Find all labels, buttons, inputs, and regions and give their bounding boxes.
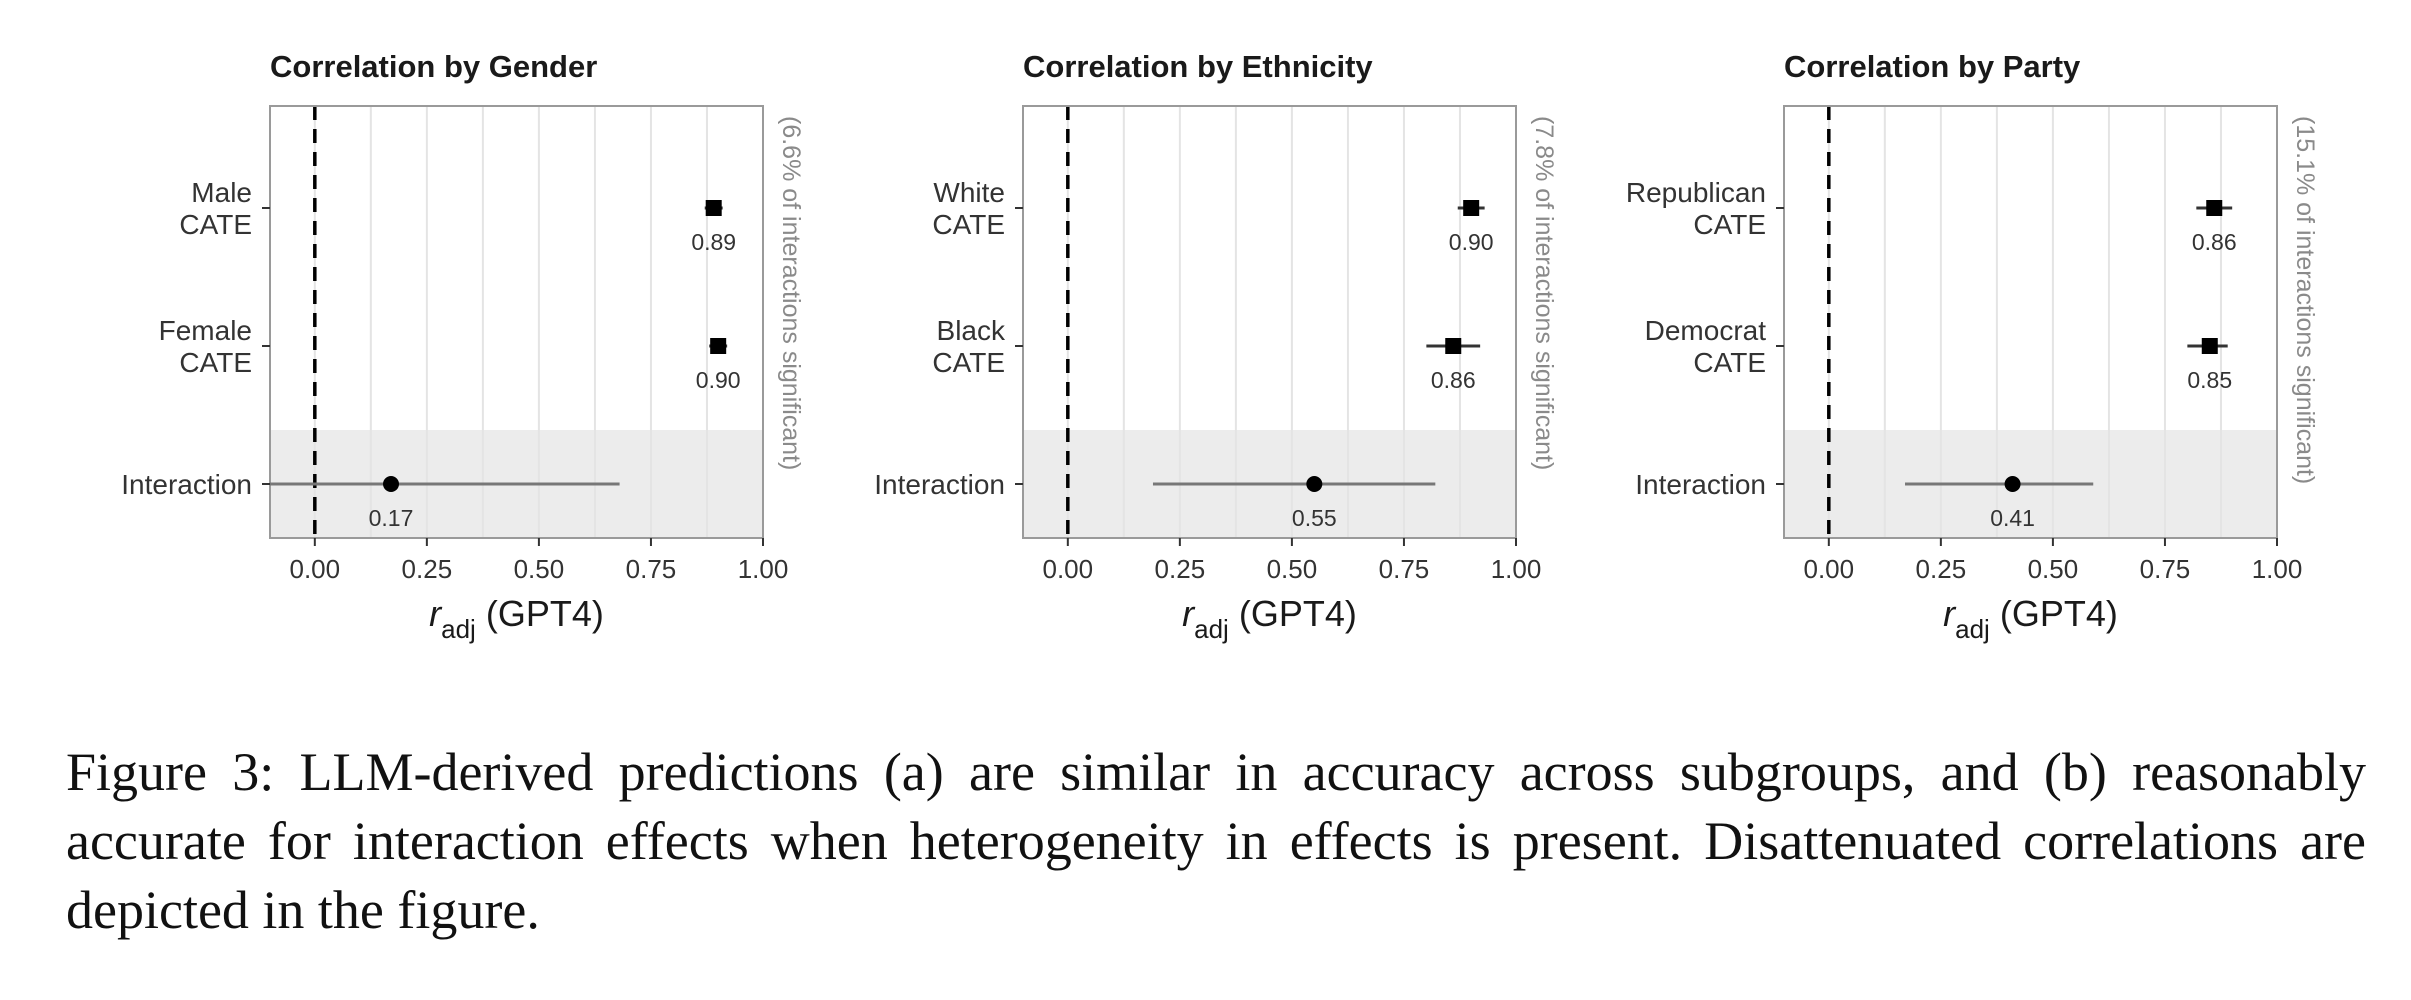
x-tick-label: 1.00: [738, 554, 789, 584]
x-axis-label-main: r: [429, 593, 443, 634]
x-tick-label: 0.00: [1804, 554, 1855, 584]
x-tick-label: 0.50: [2028, 554, 2079, 584]
row-label: Interaction: [121, 469, 252, 500]
x-tick-label: 0.75: [1379, 554, 1430, 584]
estimate-marker-square: [705, 200, 722, 216]
value-label: 0.17: [369, 505, 414, 531]
estimate-marker-square: [1463, 200, 1480, 216]
row-label: White CATE: [932, 177, 1005, 240]
panel-title: Correlation by Gender: [270, 49, 597, 84]
estimate-marker-circle: [383, 476, 400, 492]
x-axis-label-sub: adj: [441, 614, 476, 644]
side-label: (6.6% of interactions significant): [777, 116, 805, 470]
row-label-line: Black: [937, 315, 1006, 346]
value-label: 0.89: [691, 229, 736, 255]
x-tick-label: 0.00: [1043, 554, 1094, 584]
x-axis-label: radj (GPT4): [1943, 593, 2118, 644]
figure-caption: Figure 3: LLM-derived predictions (a) ar…: [66, 742, 2366, 940]
row-label-line: Democrat: [1645, 315, 1767, 346]
value-label: 0.86: [2192, 229, 2237, 255]
panel-border: [1783, 105, 2278, 539]
x-axis-label: radj (GPT4): [1182, 593, 1357, 644]
row-label: Democrat CATE: [1645, 315, 1767, 378]
value-label: 0.41: [1990, 505, 2035, 531]
estimate-marker-circle: [2004, 476, 2021, 492]
side-label: (7.8% of interactions significant): [1530, 116, 1558, 470]
x-tick-label: 0.50: [1267, 554, 1318, 584]
x-axis-label-sub: adj: [1194, 614, 1229, 644]
x-tick-label: 0.00: [290, 554, 341, 584]
row-label-line: CATE: [932, 347, 1005, 378]
row-label: Male CATE: [179, 177, 252, 240]
value-label: 0.90: [696, 367, 741, 393]
row-label-line: CATE: [932, 209, 1005, 240]
row-label-line: Female: [159, 315, 252, 346]
x-tick-label: 0.50: [514, 554, 565, 584]
estimate-marker-square: [710, 338, 727, 354]
row-label-line: CATE: [1693, 347, 1766, 378]
panel-title: Correlation by Party: [1784, 49, 2081, 84]
x-tick-label: 0.25: [402, 554, 453, 584]
side-label: (15.1% of interactions significant): [2291, 116, 2319, 484]
panel-border: [1022, 105, 1517, 539]
x-axis-label-rest: (GPT4): [476, 593, 604, 634]
x-tick-label: 1.00: [2252, 554, 2303, 584]
x-axis-label-main: r: [1182, 593, 1196, 634]
x-axis-label-rest: (GPT4): [1229, 593, 1357, 634]
row-label-line: CATE: [1693, 209, 1766, 240]
row-label: Interaction: [1635, 469, 1766, 500]
estimate-marker-square: [2201, 338, 2218, 354]
row-label-line: CATE: [179, 347, 252, 378]
row-label-line: Republican: [1626, 177, 1766, 208]
row-label-line: Male: [191, 177, 252, 208]
x-tick-label: 0.25: [1916, 554, 1967, 584]
x-axis-label-sub: adj: [1955, 614, 1990, 644]
row-label: Black CATE: [932, 315, 1006, 378]
value-label: 0.85: [2187, 367, 2232, 393]
x-tick-label: 0.75: [2140, 554, 2191, 584]
panel-title: Correlation by Ethnicity: [1023, 49, 1373, 84]
row-label-line: CATE: [179, 209, 252, 240]
estimate-marker-square: [2206, 200, 2223, 216]
panel-border: [269, 105, 764, 539]
estimate-marker-circle: [1306, 476, 1323, 492]
value-label: 0.55: [1292, 505, 1337, 531]
row-label-line: White: [933, 177, 1005, 208]
row-label: Republican CATE: [1626, 177, 1766, 240]
x-tick-label: 0.25: [1155, 554, 1206, 584]
row-label: Female CATE: [159, 315, 252, 378]
x-axis-label-rest: (GPT4): [1990, 593, 2118, 634]
value-label: 0.90: [1449, 229, 1494, 255]
estimate-marker-square: [1445, 338, 1462, 354]
x-tick-label: 0.75: [626, 554, 677, 584]
x-tick-label: 1.00: [1491, 554, 1542, 584]
value-label: 0.86: [1431, 367, 1476, 393]
row-label: Interaction: [874, 469, 1005, 500]
x-axis-label-main: r: [1943, 593, 1957, 634]
x-axis-label: radj (GPT4): [429, 593, 604, 644]
